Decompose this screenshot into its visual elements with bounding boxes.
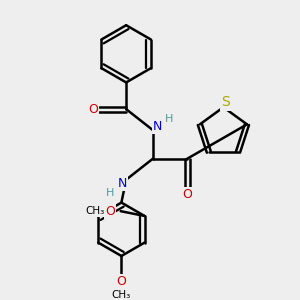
Text: CH₃: CH₃ <box>85 206 105 216</box>
Text: O: O <box>182 188 192 202</box>
Text: H: H <box>165 114 173 124</box>
Text: O: O <box>88 103 98 116</box>
Text: S: S <box>221 95 230 110</box>
Text: N: N <box>118 177 127 190</box>
Text: O: O <box>116 275 126 288</box>
Text: CH₃: CH₃ <box>112 290 131 300</box>
Text: N: N <box>153 120 162 133</box>
Text: H: H <box>106 188 114 198</box>
Text: O: O <box>105 205 115 218</box>
